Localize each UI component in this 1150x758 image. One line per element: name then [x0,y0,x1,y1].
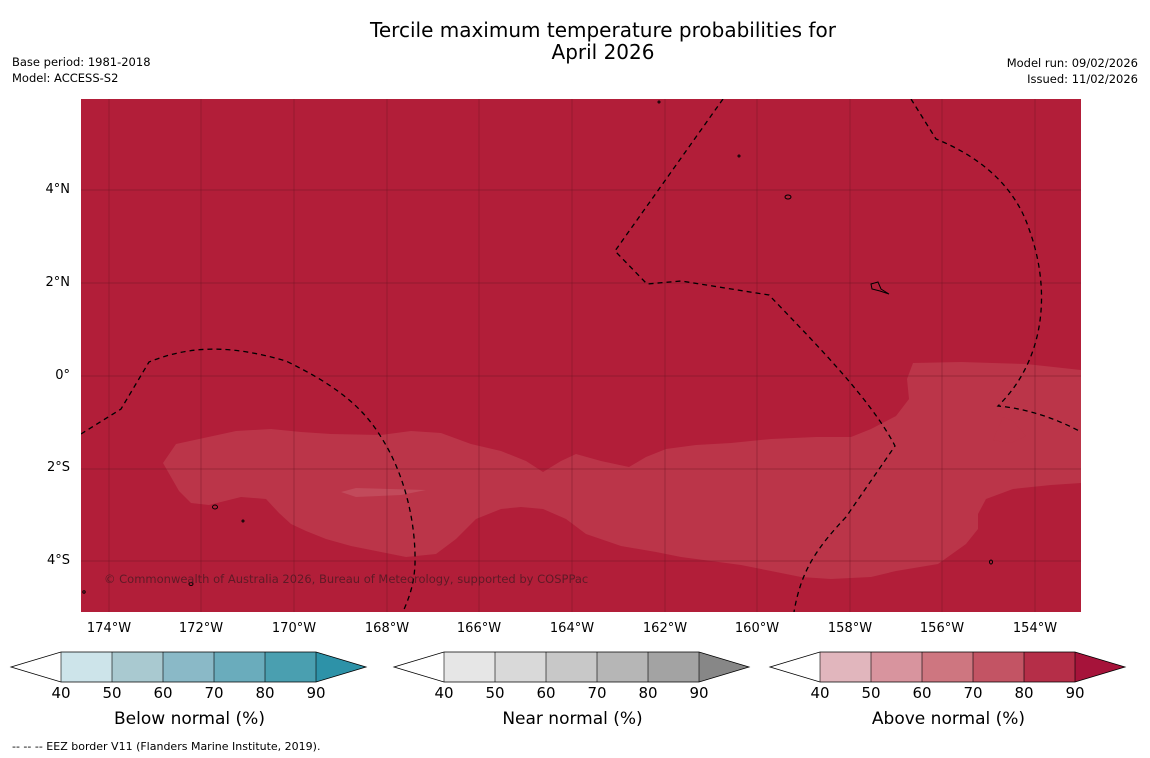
lat-label: 0° [55,368,70,383]
island [212,504,218,510]
colorbar-segment [1024,652,1075,682]
colorbar-segment [973,652,1024,682]
colorbar-tick: 90 [1065,684,1085,702]
title-line-2: April 2026 [551,40,655,64]
title-line-1: Tercile maximum temperature probabilitie… [370,18,836,42]
lat-label: 4°N [45,182,71,197]
eez-borders [81,99,1081,612]
colorbar-tick: 60 [153,684,173,702]
colorbar-tick: 40 [434,684,454,702]
map-lighter-spot [993,417,1026,443]
colorbar-tick: 40 [51,684,71,702]
colorbar-tick: 90 [306,684,326,702]
colorbar-label-above: Above normal (%) [871,709,1026,729]
island [241,519,245,523]
chart-title: Tercile maximum temperature probabilitie… [0,19,1150,63]
colorbar-below-normal [9,651,368,683]
colorbar-segment [112,652,163,682]
colorbar-segment [871,652,922,682]
colorbar-extend-high [316,652,366,682]
map-lighter-region [163,362,1081,579]
colorbar-segment [214,652,265,682]
colorbar-segment [495,652,546,682]
lon-label: 156°W [919,621,965,636]
island [737,154,741,158]
colorbar-extend-high [699,652,749,682]
colorbar-tick: 80 [255,684,275,702]
lon-label: 166°W [456,621,502,636]
colorbar-tick: 90 [689,684,709,702]
lat-label: 2°N [45,275,71,290]
colorbar-tick: 70 [204,684,224,702]
lon-label: 164°W [549,621,595,636]
model-name: Model: ACCESS-S2 [12,71,119,85]
colorbar-tick: 60 [912,684,932,702]
lon-label: 168°W [364,621,410,636]
colorbar-segment [265,652,316,682]
colorbar-svg [9,651,368,683]
island [784,194,792,200]
colorbar-extend-high [1075,652,1125,682]
lon-label: 154°W [1012,621,1058,636]
islands [82,100,993,594]
colorbar-segment [597,652,648,682]
colorbar-label-near: Near normal (%) [502,709,643,729]
lon-label: 170°W [271,621,317,636]
island [989,559,993,565]
colorbar-extend-low [394,652,444,682]
eez-border-east [910,99,1081,433]
lon-label: 158°W [827,621,873,636]
colorbar-segment [648,652,699,682]
island [657,100,661,104]
island [870,281,890,295]
base-period: Base period: 1981-2018 [12,55,151,69]
colorbar-tick: 70 [587,684,607,702]
map-svg [81,99,1081,612]
colorbar-extend-low [770,652,820,682]
colorbar-above-normal [768,651,1127,683]
meta-right: Model run: 09/02/2026 Issued: 11/02/2026 [1007,55,1138,87]
probability-map[interactable] [81,99,1081,612]
lon-label: 174°W [86,621,132,636]
issued-date: Issued: 11/02/2026 [1027,72,1138,86]
colorbar-segment [444,652,495,682]
colorbar-segment [163,652,214,682]
lon-label: 160°W [734,621,780,636]
lon-label: 172°W [178,621,224,636]
lat-label: 2°S [46,460,70,475]
eez-footnote: -- -- -- EEZ border V11 (Flanders Marine… [12,740,321,753]
colorbar-tick: 50 [102,684,122,702]
colorbar-tick: 50 [861,684,881,702]
colorbar-tick: 50 [485,684,505,702]
colorbar-segment [820,652,871,682]
colorbar-tick: 70 [963,684,983,702]
island [82,590,86,594]
colorbar-segment [546,652,597,682]
colorbar-svg [392,651,751,683]
colorbar-label-below: Below normal (%) [114,709,265,729]
colorbar-tick: 60 [536,684,556,702]
colorbar-near-normal [392,651,751,683]
colorbar-tick: 40 [810,684,830,702]
copyright-notice: © Commonwealth of Australia 2026, Bureau… [104,572,589,586]
model-run: Model run: 09/02/2026 [1006,56,1138,70]
colorbar-svg [768,651,1127,683]
meta-left: Base period: 1981-2018 Model: ACCESS-S2 [12,54,151,86]
island [188,582,194,586]
colorbar-tick: 80 [638,684,658,702]
lat-label: 4°S [46,553,70,568]
lon-label: 162°W [642,621,688,636]
colorbar-tick: 80 [1014,684,1034,702]
colorbar-segment [922,652,973,682]
eez-border-west [81,348,416,612]
colorbar-extend-low [11,652,61,682]
graticule [81,99,1081,612]
colorbar-segment [61,652,112,682]
eez-border-central [614,99,896,612]
